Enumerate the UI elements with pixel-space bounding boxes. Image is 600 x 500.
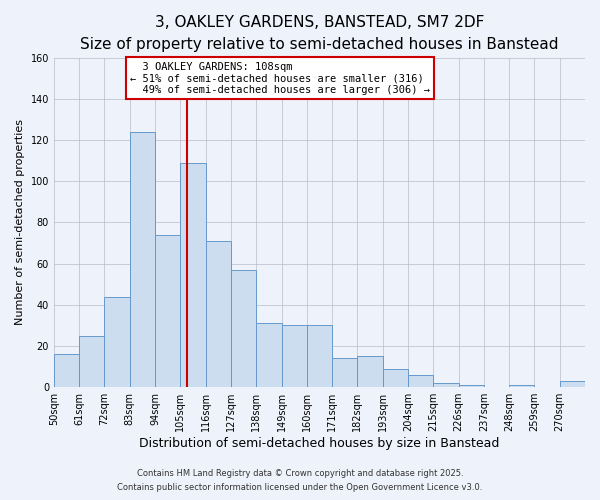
Bar xyxy=(560,381,585,387)
Bar xyxy=(104,296,130,387)
X-axis label: Distribution of semi-detached houses by size in Banstead: Distribution of semi-detached houses by … xyxy=(139,437,500,450)
Title: 3, OAKLEY GARDENS, BANSTEAD, SM7 2DF
Size of property relative to semi-detached : 3, OAKLEY GARDENS, BANSTEAD, SM7 2DF Siz… xyxy=(80,15,559,52)
Bar xyxy=(181,162,206,387)
Text: Contains HM Land Registry data © Crown copyright and database right 2025.: Contains HM Land Registry data © Crown c… xyxy=(137,468,463,477)
Bar xyxy=(458,385,484,387)
Text: 3 OAKLEY GARDENS: 108sqm
← 51% of semi-detached houses are smaller (316)
  49% o: 3 OAKLEY GARDENS: 108sqm ← 51% of semi-d… xyxy=(130,62,430,95)
Bar xyxy=(433,383,458,387)
Bar xyxy=(509,385,535,387)
Bar xyxy=(358,356,383,387)
Text: Contains public sector information licensed under the Open Government Licence v3: Contains public sector information licen… xyxy=(118,484,482,492)
Bar xyxy=(206,241,231,387)
Bar xyxy=(332,358,358,387)
Bar xyxy=(281,326,307,387)
Bar xyxy=(307,326,332,387)
Bar xyxy=(155,234,181,387)
Bar xyxy=(231,270,256,387)
Bar xyxy=(79,336,104,387)
Bar xyxy=(130,132,155,387)
Bar xyxy=(383,368,408,387)
Bar xyxy=(408,375,433,387)
Bar xyxy=(256,324,281,387)
Y-axis label: Number of semi-detached properties: Number of semi-detached properties xyxy=(15,120,25,326)
Bar xyxy=(54,354,79,387)
